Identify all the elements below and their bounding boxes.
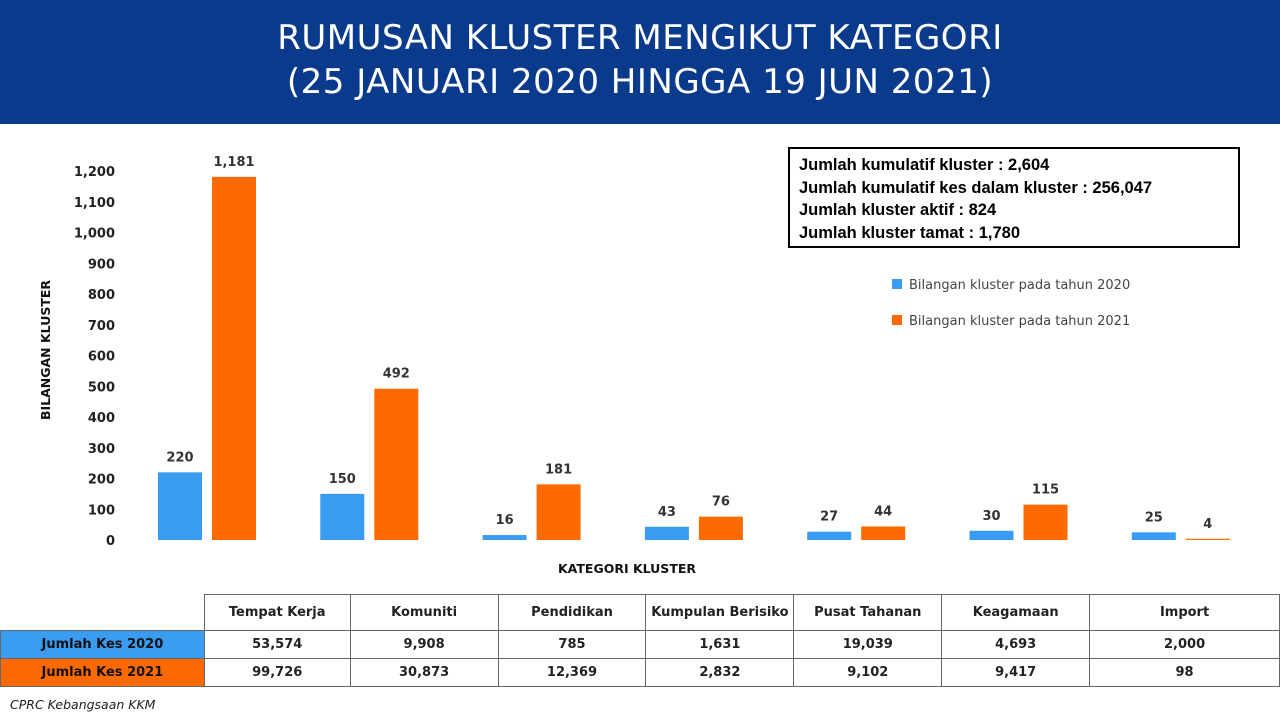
summary-box: Jumlah kumulatif kluster : 2,604 Jumlah …: [788, 147, 1240, 248]
y-tick-label: 400: [88, 411, 115, 426]
bar-value-label: 43: [658, 505, 676, 520]
table-cell: 9,102: [793, 658, 943, 687]
bar-value-label: 30: [982, 509, 1000, 524]
table-header: Keagamaan: [941, 594, 1091, 631]
row-label: Jumlah Kes 2020: [0, 630, 205, 659]
table-header: Import: [1089, 594, 1280, 631]
table-cell: 9,908: [349, 630, 499, 659]
table-cell: 53,574: [203, 630, 351, 659]
bar-value-label: 150: [329, 472, 356, 487]
bar-value-label: 492: [383, 367, 410, 382]
table-cell: 4,693: [941, 630, 1091, 659]
table-header: Pendidikan: [497, 594, 647, 631]
table-cell: 98: [1089, 658, 1280, 687]
y-axis-ticks: 0 100 200 300 400 500 600 700 800 900 1,000 1,100 1,…: [74, 165, 115, 549]
x-axis-label: KATEGORI KLUSTER: [558, 561, 696, 576]
table-cell: 99,726: [203, 658, 351, 687]
table-header: Pusat Tahanan: [793, 594, 943, 631]
bar: [536, 484, 581, 540]
bar: [320, 493, 365, 540]
bar: [698, 516, 743, 540]
table-row: Jumlah Kes 2021 99,726 30,873 12,369 2,8…: [0, 658, 1280, 687]
bar: [969, 530, 1014, 540]
y-tick-label: 0: [106, 534, 115, 549]
y-tick-label: 600: [88, 350, 115, 365]
bar-value-label: 16: [496, 513, 514, 528]
table-cell: 9,417: [941, 658, 1091, 687]
cluster-bar-chart: 0 100 200 300 400 500 600 700 800 900 1,000 1,100 1,…: [38, 155, 1230, 576]
bar: [212, 176, 256, 540]
summary-line: Jumlah kumulatif kes dalam kluster : 256…: [799, 178, 1153, 197]
table-cell: 2,000: [1089, 630, 1280, 659]
table-cell: 12,369: [497, 658, 647, 687]
summary-line: Jumlah kumulatif kluster : 2,604: [799, 156, 1050, 174]
y-tick-label: 200: [88, 473, 115, 488]
y-tick-label: 300: [88, 442, 115, 457]
y-tick-label: 1,100: [74, 196, 115, 211]
table-header: Komuniti: [349, 594, 499, 631]
table-cell: 1,631: [645, 630, 795, 659]
bar: [1131, 532, 1176, 540]
y-tick-label: 800: [88, 288, 115, 303]
bar-value-label: 44: [874, 504, 892, 519]
legend: Bilangan kluster pada tahun 2020 Bilangan…: [892, 278, 1130, 329]
bar: [861, 526, 906, 540]
table-header-row: Tempat Kerja Komuniti Pendidikan Kumpula…: [0, 594, 1280, 631]
y-tick-label: 1,200: [74, 165, 115, 180]
table-corner: [0, 594, 205, 631]
table-cell: 30,873: [349, 658, 499, 687]
table-header: Tempat Kerja: [203, 594, 351, 631]
table-header: Kumpulan Berisiko: [645, 594, 795, 631]
bar: [482, 535, 527, 540]
page-title: RUMUSAN KLUSTER MENGIKUT KATEGORI: [277, 18, 1003, 58]
bar-value-label: 4: [1203, 517, 1212, 532]
bar: [158, 472, 202, 540]
table-cell: 785: [497, 630, 647, 659]
bars: [158, 176, 1230, 540]
bar-value-label: 181: [545, 462, 572, 477]
table-row: Jumlah Kes 2020 53,574 9,908 785 1,631 1…: [0, 630, 1280, 659]
title-banner: RUMUSAN KLUSTER MENGIKUT KATEGORI (25 JA…: [0, 0, 1280, 124]
source-credit: CPRC Kebangsaan KKM: [10, 697, 156, 712]
bar: [1023, 504, 1068, 540]
bar-value-label: 76: [712, 495, 730, 510]
bar-value-label: 115: [1032, 483, 1059, 498]
bar: [807, 531, 852, 540]
bar-value-label: 25: [1145, 510, 1163, 525]
legend-swatch: [892, 315, 902, 325]
bar-value-label: 1,181: [213, 155, 254, 170]
summary-line: Jumlah kluster tamat : 1,780: [799, 223, 1021, 242]
bar: [1185, 538, 1230, 540]
y-tick-label: 1,000: [74, 227, 115, 242]
y-axis-label: BILANGAN KLUSTER: [38, 280, 53, 420]
y-tick-label: 100: [88, 503, 115, 518]
y-tick-label: 500: [88, 380, 115, 395]
cases-table: Tempat Kerja Komuniti Pendidikan Kumpula…: [0, 594, 1280, 687]
legend-label: Bilangan kluster pada tahun 2021: [909, 314, 1130, 329]
bar: [644, 526, 689, 540]
legend-label: Bilangan kluster pada tahun 2020: [909, 278, 1130, 293]
legend-swatch: [892, 279, 902, 289]
bar-labels: 220 1,181 150 492 16 181 43 76 27 44 30 115 25 4: [166, 155, 1212, 532]
row-label: Jumlah Kes 2021: [0, 658, 205, 687]
y-tick-label: 900: [88, 257, 115, 272]
bar-value-label: 27: [820, 510, 838, 525]
bar: [374, 388, 419, 540]
y-tick-label: 700: [88, 319, 115, 334]
bar-value-label: 220: [166, 450, 193, 465]
summary-line: Jumlah kluster aktif : 824: [799, 201, 997, 219]
table-cell: 2,832: [645, 658, 795, 687]
table-cell: 19,039: [793, 630, 943, 659]
page-subtitle: (25 JANUARI 2020 HINGGA 19 JUN 2021): [286, 62, 994, 102]
